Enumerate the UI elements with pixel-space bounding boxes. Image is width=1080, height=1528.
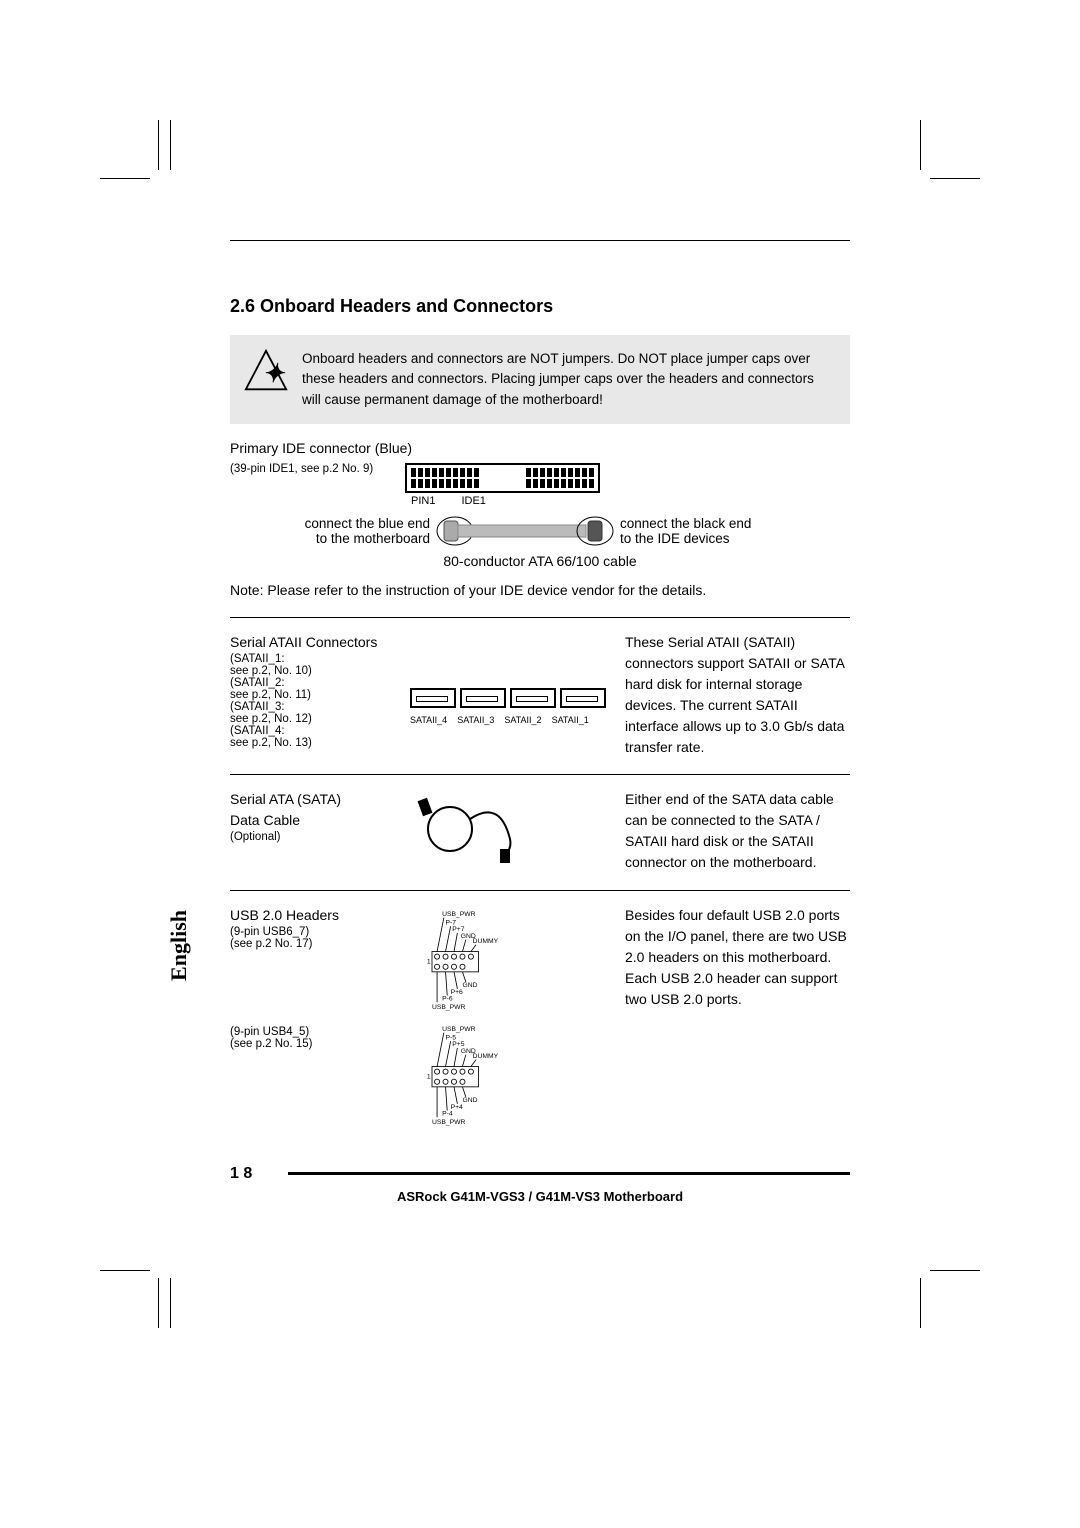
svg-text:USB_PWR: USB_PWR [432,1119,466,1126]
ide-cable-diagram [430,513,620,549]
usb-desc: Besides four default USB 2.0 ports on th… [625,905,850,1135]
crop-mark [170,1278,171,1328]
section-number: 2.6 [230,296,255,316]
page-number: 1 8 [230,1165,252,1183]
ide-title: Primary IDE connector (Blue) [230,438,850,459]
page-content: 2.6 Onboard Headers and Connectors ✦ Onb… [230,240,850,1204]
svg-text:P-6: P-6 [442,995,453,1002]
sata-ref: (SATAII_1: [230,653,410,665]
sata-title: Serial ATAII Connectors [230,632,410,653]
divider [230,890,850,891]
svg-text:GND: GND [462,982,477,989]
sata-ref: see p.2, No. 12) [230,713,410,725]
footer-text: ASRock G41M-VGS3 / G41M-VS3 Motherboard [230,1189,850,1204]
crop-mark [920,120,921,170]
ide-left-label-1: connect the blue end [230,516,430,531]
ide1-label: IDE1 [461,495,485,507]
sata-port-label: SATAII_2 [504,715,541,725]
sata-ref: (SATAII_4: [230,725,410,737]
sata-desc: These Serial ATAII (SATAII) connectors s… [625,632,850,758]
svg-text:GND: GND [462,1097,477,1104]
usb-ref: (9-pin USB6_7) [230,926,410,938]
usb-title: USB 2.0 Headers [230,905,410,926]
svg-text:DUMMY: DUMMY [473,938,499,945]
sata-cable-section: Serial ATA (SATA) Data Cable (Optional) … [230,789,850,874]
sata-cable-opt: (Optional) [230,831,410,843]
ide-ref: (39-pin IDE1, see p.2 No. 9) [230,463,395,475]
divider [230,774,850,775]
crop-mark [930,1270,980,1271]
sata-cable-desc: Either end of the SATA data cable can be… [625,789,850,874]
warning-icon: ✦ [244,349,288,393]
ide-note: Note: Please refer to the instruction of… [230,580,850,601]
pin1-label: PIN1 [411,495,435,507]
crop-mark [100,178,150,179]
sata-port-label: SATAII_3 [457,715,494,725]
warning-text: Onboard headers and connectors are NOT j… [302,349,832,410]
ide-section: Primary IDE connector (Blue) (39-pin IDE… [230,438,850,601]
sata-ports-diagram [410,688,625,713]
section-title: 2.6 Onboard Headers and Connectors [230,296,850,317]
usb-header-diagram-1: USB_PWR P-7 P+7 GND DUMMY 1 GND P+6 [410,905,520,1015]
svg-text:✦: ✦ [262,360,285,388]
usb-section: USB 2.0 Headers (9-pin USB6_7) (see p.2 … [230,905,850,1135]
sata-ref: (SATAII_3: [230,701,410,713]
ide-connector-diagram: PIN1 IDE1 [405,463,600,507]
svg-text:USB_PWR: USB_PWR [442,911,476,918]
usb-header-diagram-2: USB_PWR P-5 P+5 GND DUMMY 1 GND P+4 [410,1020,520,1130]
svg-text:P-4: P-4 [442,1110,453,1117]
usb-ref: (see p.2 No. 15) [230,1038,410,1050]
crop-mark [930,178,980,179]
sata-cable-diagram [410,789,530,869]
sata-cable-title: Serial ATA (SATA) [230,789,410,810]
sata-ref: see p.2, No. 11) [230,689,410,701]
footer-rule [288,1172,850,1175]
ide-cable-label: 80-conductor ATA 66/100 cable [230,551,850,572]
crop-mark [920,1278,921,1328]
language-side-label: English [166,910,192,981]
crop-mark [170,120,171,170]
sata-section: Serial ATAII Connectors (SATAII_1: see p… [230,632,850,758]
warning-box: ✦ Onboard headers and connectors are NOT… [230,335,850,424]
sata-cable-title2: Data Cable [230,810,410,831]
ide-left-label-2: to the motherboard [230,531,430,546]
crop-mark [158,1278,159,1328]
ide-right-label-1: connect the black end [620,516,820,531]
divider [230,617,850,618]
svg-text:1: 1 [427,958,431,965]
sata-ref: see p.2, No. 13) [230,737,410,749]
svg-text:USB_PWR: USB_PWR [432,1004,466,1011]
usb-ref: (9-pin USB4_5) [230,1026,410,1038]
sata-ref: (SATAII_2: [230,677,410,689]
section-heading: Onboard Headers and Connectors [260,296,553,316]
svg-text:DUMMY: DUMMY [473,1053,499,1060]
top-rule [230,240,850,241]
sata-port-label: SATAII_4 [410,715,447,725]
usb-ref: (see p.2 No. 17) [230,938,410,950]
sata-ref: see p.2, No. 10) [230,665,410,677]
ide-right-label-2: to the IDE devices [620,531,820,546]
svg-text:1: 1 [427,1073,431,1080]
sata-port-label: SATAII_1 [552,715,589,725]
svg-text:USB_PWR: USB_PWR [442,1026,476,1033]
crop-mark [158,120,159,170]
crop-mark [100,1270,150,1271]
